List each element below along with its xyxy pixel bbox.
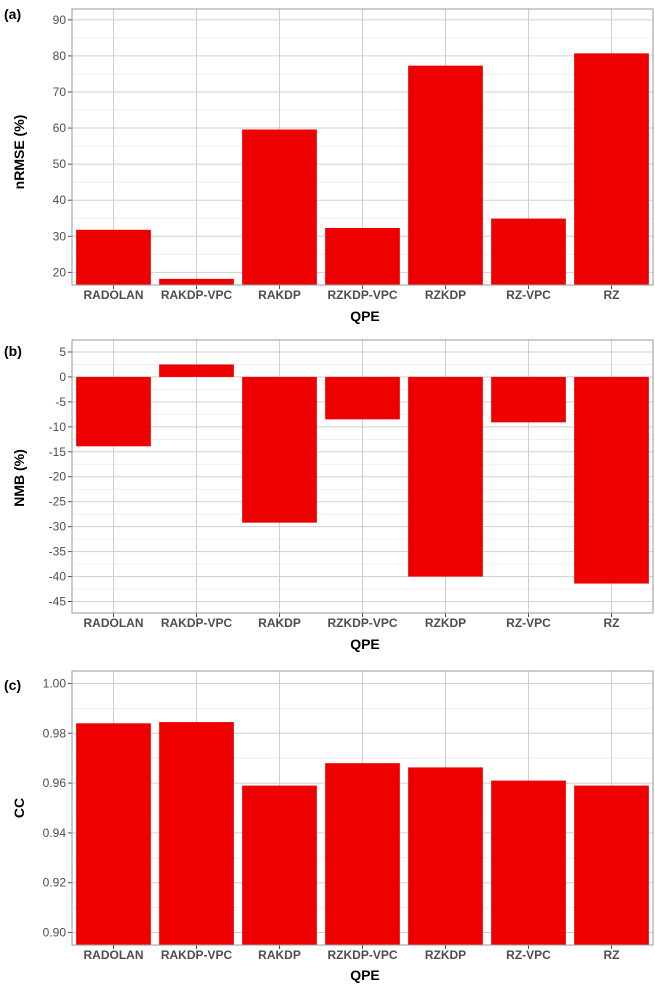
panel-a-xtick-label: RADOLAN [84, 288, 144, 302]
panel-a-bar-rz-vpc [491, 218, 566, 285]
panel-b-bar-radolan [76, 376, 151, 447]
panel-a-bar-rakdp [242, 129, 317, 285]
panel-a-xtick-label: RZKDP [425, 288, 466, 302]
panel-a-tag: (a) [4, 6, 21, 22]
panel-c-bar-rakdp-vpc [159, 722, 234, 945]
panel-c-bar-rz-vpc [491, 780, 566, 945]
panel-b-bar-rzkdp-vpc [325, 376, 400, 420]
panel-a-ytick-label: 20 [53, 265, 67, 279]
panel-b-xtick-label: RAKDP-VPC [161, 616, 233, 630]
panel-a-ytick-label: 40 [53, 193, 67, 207]
panel-a-xlabel: QPE [350, 308, 380, 324]
panel-c-xtick-label: RAKDP [258, 948, 301, 962]
panel-c-tag: (c) [4, 677, 21, 693]
panel-b-bar-rz-vpc [491, 376, 566, 423]
panel-a-ylabel: nRMSE (%) [11, 115, 27, 190]
panel-b-ytick-label: -25 [49, 495, 67, 509]
panel-c-ytick-label: 1.00 [43, 676, 67, 690]
panel-c-ylabel: CC [11, 798, 27, 818]
panel-a-bar-rzkdp [408, 65, 483, 286]
panel-a: (a) nRMSE (%) QPE 20 30 40 50 60 70 80 90 RADOLA… [4, 6, 654, 324]
panel-c-ytick-label: 0.98 [43, 726, 67, 740]
panel-b-bar-rz [574, 376, 649, 584]
panel-b-ytick-label: -20 [49, 470, 67, 484]
panel-b-tag: (b) [4, 343, 22, 359]
panel-b-ytick-label: -45 [49, 595, 67, 609]
panel-a-xtick-label: RZ [604, 288, 620, 302]
panel-a-border [71, 8, 654, 286]
panel-a-ytick-label: 50 [53, 157, 67, 171]
panel-b-border [71, 339, 654, 614]
panel-b-ytick-label: -15 [49, 445, 67, 459]
panel-b-ytick-label: -30 [49, 520, 67, 534]
panel-c-border [71, 670, 654, 946]
panel-c-bar-rzkdp-vpc [325, 763, 400, 945]
panel-c-xtick-label: RZKDP-VPC [327, 948, 397, 962]
panel-c-xtick-label: RAKDP-VPC [161, 948, 233, 962]
panel-b-xtick-label: RZ [604, 616, 620, 630]
panel-a-xtick-label: RAKDP [258, 288, 301, 302]
panel-b-ylabel: NMB (%) [11, 449, 27, 507]
panel-a-bar-rz [574, 53, 649, 286]
panel-b-ytick-label: 0 [59, 370, 66, 384]
panel-c-bar-rz [574, 785, 649, 945]
panel-a-bar-rzkdp-vpc [325, 227, 400, 285]
panel-c-ytick-label: 0.96 [43, 776, 67, 790]
panel-b-ytick-label: -35 [49, 545, 67, 559]
panel-b-bar-rakdp-vpc [159, 364, 234, 377]
panel-b-xtick-label: RZ-VPC [506, 616, 551, 630]
panel-c-xlabel: QPE [350, 967, 380, 983]
panel-a-ytick-label: 30 [53, 229, 67, 243]
panel-b-xtick-label: RZKDP [425, 616, 466, 630]
panel-a-ytick-label: 90 [53, 13, 67, 27]
panel-c-xtick-label: RADOLAN [84, 948, 144, 962]
panel-a-xtick-label: RZKDP-VPC [327, 288, 397, 302]
panel-a-bar-rakdp-vpc [159, 278, 234, 285]
panel-b: (b) NMB (%) QPE 5 0 -5 -10 -15 -20 -25 -30 -35 -4… [4, 339, 654, 652]
panel-b-xtick-label: RADOLAN [84, 616, 144, 630]
panel-a-bar-radolan [76, 229, 151, 285]
panel-a-xtick-label: RZ-VPC [506, 288, 551, 302]
panel-c-bar-radolan [76, 723, 151, 945]
panel-b-ytick-label: -5 [55, 395, 66, 409]
panel-b-xtick-label: RAKDP [258, 616, 301, 630]
panel-b-ytick-label: -10 [49, 420, 67, 434]
panel-c-ytick-label: 0.94 [43, 826, 67, 840]
panel-c-xtick-label: RZ-VPC [506, 948, 551, 962]
panel-b-ytick-label: 5 [59, 345, 66, 359]
panel-c-bar-rakdp [242, 785, 317, 945]
panel-a-ytick-label: 60 [53, 121, 67, 135]
panel-b-xlabel: QPE [350, 636, 380, 652]
panel-b-bar-rakdp [242, 376, 317, 523]
panel-c-ytick-label: 0.92 [43, 876, 67, 890]
panel-a-xtick-label: RAKDP-VPC [161, 288, 233, 302]
panel-b-xtick-label: RZKDP-VPC [327, 616, 397, 630]
panel-b-ytick-label: -40 [49, 570, 67, 584]
panel-c-xtick-label: RZKDP [425, 948, 466, 962]
panel-a-ytick-label: 70 [53, 85, 67, 99]
panel-a-ytick-label: 80 [53, 49, 67, 63]
panel-c-bar-rzkdp [408, 767, 483, 945]
panel-b-bar-rzkdp [408, 376, 483, 577]
panel-c-xtick-label: RZ [604, 948, 620, 962]
panel-c: (c) CC QPE 0.90 0.92 0.94 0.96 0.98 1.00 RADOL… [4, 670, 654, 983]
panel-c-ytick-label: 0.90 [43, 926, 67, 940]
